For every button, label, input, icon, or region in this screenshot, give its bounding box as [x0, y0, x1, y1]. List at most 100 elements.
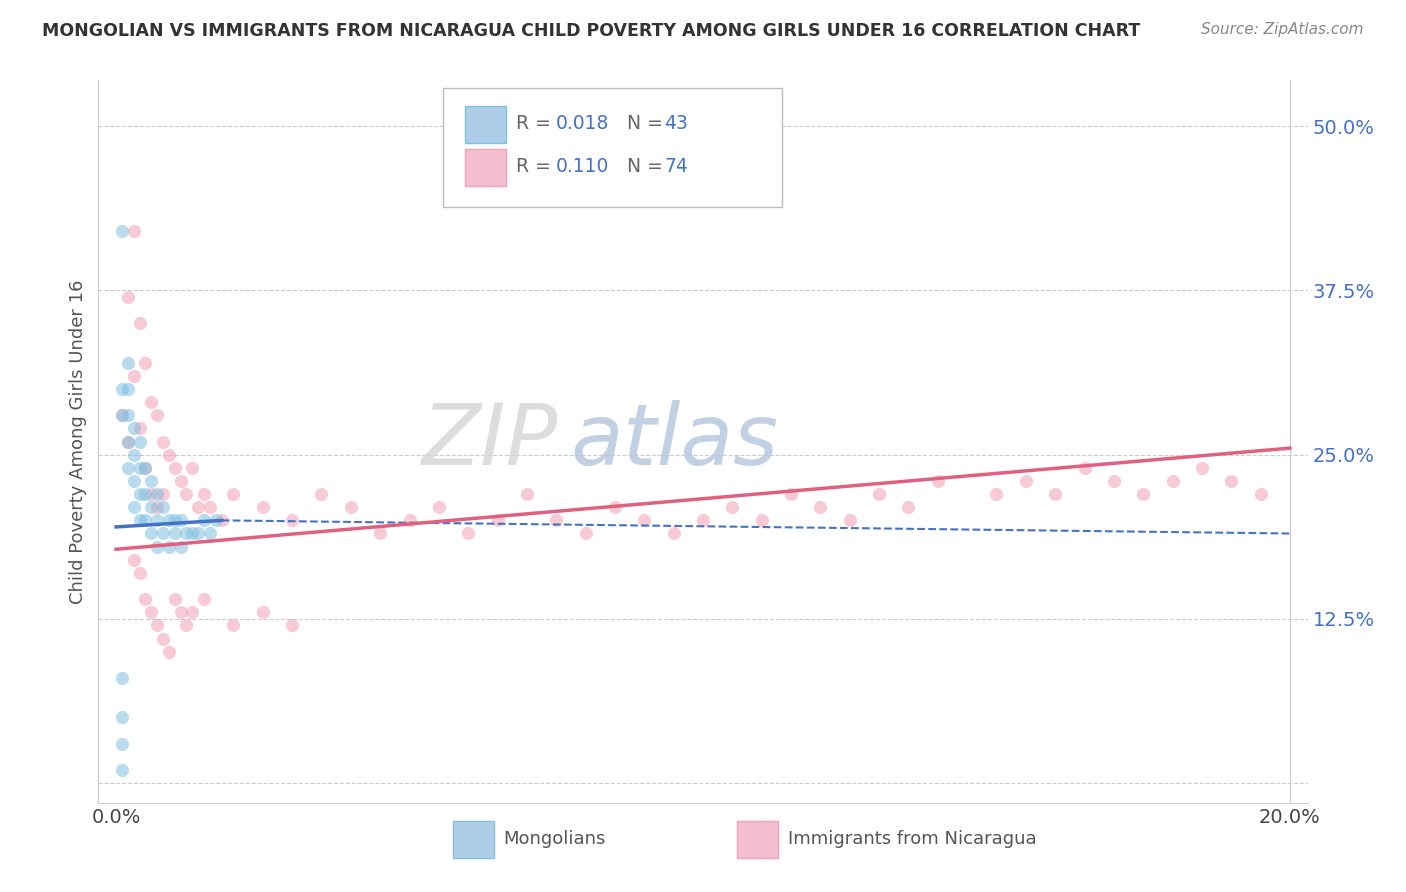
Point: [134, 356, 156, 370]
Text: Immigrants from Nicaragua: Immigrants from Nicaragua: [787, 830, 1036, 848]
Point: [281, 618, 304, 632]
Point: [122, 474, 145, 488]
Point: [169, 605, 191, 619]
Text: atlas: atlas: [569, 400, 778, 483]
Point: [751, 513, 773, 527]
Point: [134, 592, 156, 607]
Point: [122, 500, 145, 515]
Point: [152, 632, 174, 646]
Point: [117, 434, 139, 449]
Point: [181, 460, 204, 475]
Text: N =: N =: [627, 114, 669, 133]
Point: [252, 500, 274, 515]
Text: 0.018: 0.018: [555, 114, 609, 133]
Point: [222, 487, 245, 501]
Point: [128, 566, 150, 580]
Point: [117, 290, 139, 304]
Point: [1191, 460, 1213, 475]
Text: R =: R =: [516, 158, 557, 177]
Point: [146, 513, 169, 527]
Point: [1102, 474, 1125, 488]
Point: [368, 526, 391, 541]
Point: [1073, 460, 1095, 475]
Point: [780, 487, 803, 501]
Point: [163, 526, 186, 541]
Point: [117, 460, 139, 475]
Point: [1015, 474, 1038, 488]
Point: [340, 500, 363, 515]
Point: [1132, 487, 1154, 501]
Point: [198, 500, 221, 515]
Point: [927, 474, 949, 488]
Text: R =: R =: [516, 114, 557, 133]
Point: [721, 500, 744, 515]
Text: ZIP: ZIP: [422, 400, 558, 483]
Point: [146, 409, 169, 423]
Point: [181, 605, 204, 619]
Point: [176, 487, 198, 501]
Point: [141, 605, 163, 619]
Text: 43: 43: [664, 114, 688, 133]
Text: Mongolians: Mongolians: [503, 830, 606, 848]
Point: [146, 618, 169, 632]
Point: [633, 513, 655, 527]
Point: [111, 409, 134, 423]
Point: [152, 434, 174, 449]
FancyBboxPatch shape: [465, 149, 506, 186]
Point: [111, 737, 134, 751]
Point: [198, 526, 221, 541]
Point: [157, 448, 180, 462]
Point: [128, 487, 150, 501]
Point: [134, 460, 156, 475]
Point: [1043, 487, 1066, 501]
Point: [157, 540, 180, 554]
Point: [222, 618, 245, 632]
Point: [111, 671, 134, 685]
Point: [163, 460, 186, 475]
Point: [141, 526, 163, 541]
Point: [122, 421, 145, 435]
Point: [152, 500, 174, 515]
Point: [169, 540, 191, 554]
Point: [169, 474, 191, 488]
Point: [868, 487, 890, 501]
Point: [176, 618, 198, 632]
Point: [117, 434, 139, 449]
Point: [128, 434, 150, 449]
Point: [486, 513, 509, 527]
Text: Source: ZipAtlas.com: Source: ZipAtlas.com: [1201, 22, 1364, 37]
Point: [211, 513, 233, 527]
Point: [193, 592, 215, 607]
Point: [134, 460, 156, 475]
Text: N =: N =: [627, 158, 669, 177]
Point: [575, 526, 598, 541]
Point: [122, 224, 145, 238]
Point: [111, 382, 134, 396]
Point: [986, 487, 1008, 501]
Point: [111, 710, 134, 724]
Point: [187, 500, 209, 515]
Point: [128, 316, 150, 330]
Point: [157, 513, 180, 527]
FancyBboxPatch shape: [453, 821, 494, 858]
Text: 0.110: 0.110: [555, 158, 609, 177]
Point: [1161, 474, 1184, 488]
Point: [141, 487, 163, 501]
Point: [603, 500, 626, 515]
FancyBboxPatch shape: [465, 105, 506, 143]
Point: [117, 356, 139, 370]
Point: [134, 513, 156, 527]
Point: [181, 526, 204, 541]
Point: [808, 500, 831, 515]
Point: [204, 513, 226, 527]
Point: [157, 645, 180, 659]
Point: [141, 395, 163, 409]
Point: [252, 605, 274, 619]
Point: [134, 487, 156, 501]
Point: [1250, 487, 1272, 501]
Point: [128, 513, 150, 527]
Point: [122, 368, 145, 383]
Text: MONGOLIAN VS IMMIGRANTS FROM NICARAGUA CHILD POVERTY AMONG GIRLS UNDER 16 CORREL: MONGOLIAN VS IMMIGRANTS FROM NICARAGUA C…: [42, 22, 1140, 40]
Point: [193, 487, 215, 501]
Point: [141, 500, 163, 515]
